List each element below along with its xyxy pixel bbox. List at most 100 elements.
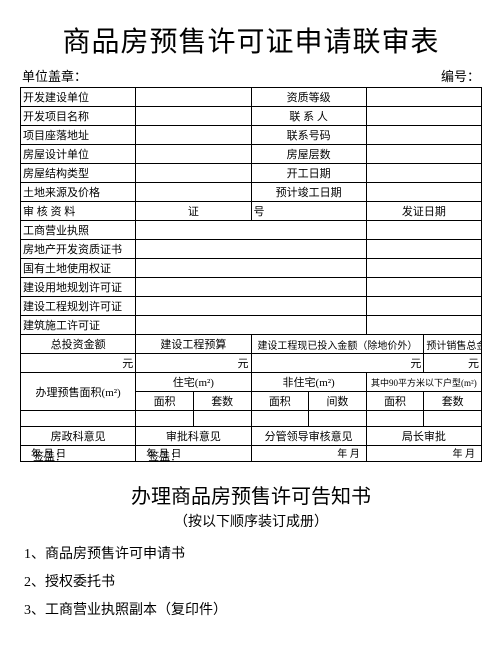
- field-value: [136, 145, 251, 164]
- table-row: 开发建设单位 资质等级: [21, 88, 482, 107]
- field-value: [366, 183, 481, 202]
- table-row: 工商营业执照: [21, 221, 482, 240]
- area-value: [21, 411, 136, 427]
- serial-label: 编号：: [441, 66, 480, 85]
- area-value: [366, 411, 424, 427]
- doc-date: [366, 221, 481, 240]
- application-form: 开发建设单位 资质等级 开发项目名称 联 系 人 项目座落地址 联系号码 房屋设…: [20, 87, 482, 462]
- field-label: 开发项目名称: [21, 107, 136, 126]
- field-value: [366, 126, 481, 145]
- area-subheader: 面积: [136, 392, 194, 411]
- table-row: 房屋结构类型 开工日期: [21, 164, 482, 183]
- table-row: %: [21, 411, 482, 427]
- date-label: 年 月: [453, 446, 476, 461]
- field-label: 开发建设单位: [21, 88, 136, 107]
- invest-value: 元: [251, 354, 424, 373]
- table-row: 开发项目名称 联 系 人: [21, 107, 482, 126]
- table-row: 建设工程规划许可证: [21, 297, 482, 316]
- area-subheader: 间数: [309, 392, 367, 411]
- opinion-header: 审批科意见: [136, 427, 251, 446]
- area-header: 非住宅(m²): [251, 373, 366, 392]
- invest-value: 元: [136, 354, 251, 373]
- field-value: [136, 126, 251, 145]
- table-row: 审 核 资 料 证 号 发证日期: [21, 202, 482, 221]
- doc-label: 工商营业执照: [21, 221, 136, 240]
- field-value: [366, 164, 481, 183]
- area-value: [309, 411, 367, 427]
- notice-subtitle: （按以下顺序装订成册）: [20, 511, 482, 531]
- invest-label: 总投资金额: [21, 335, 136, 354]
- field-label: 资质等级: [251, 88, 366, 107]
- area-value: [251, 411, 309, 427]
- doc-label: 国有土地使用权证: [21, 259, 136, 278]
- table-row: 总投资金额 建设工程预算 建设工程现已投入金额（除地价外） 预计销售总金额: [21, 335, 482, 354]
- field-value: [366, 107, 481, 126]
- table-row: 建筑施工许可证: [21, 316, 482, 335]
- col-header: 号: [251, 202, 366, 221]
- field-label: 项目座落地址: [21, 126, 136, 145]
- table-row: 房屋设计单位 房屋层数: [21, 145, 482, 164]
- notice-title: 办理商品房预售许可告知书: [20, 480, 482, 509]
- table-row: 国有土地使用权证: [21, 259, 482, 278]
- doc-date: [366, 297, 481, 316]
- seal-label: 单位盖章：: [22, 66, 87, 85]
- doc-number: [136, 221, 367, 240]
- field-value: [136, 107, 251, 126]
- invest-value: 元: [424, 354, 482, 373]
- invest-value: 元: [21, 354, 136, 373]
- area-subheader: 面积: [251, 392, 309, 411]
- doc-label: 房地产开发资质证书: [21, 240, 136, 259]
- doc-date: [366, 278, 481, 297]
- col-header: 证: [136, 202, 251, 221]
- field-value: [136, 183, 251, 202]
- col-header: 发证日期: [366, 202, 481, 221]
- doc-number: [136, 316, 367, 335]
- area-subheader: 套数: [193, 392, 251, 411]
- table-row: 建设用地规划许可证: [21, 278, 482, 297]
- opinion-header: 分管领导审核意见: [251, 427, 366, 446]
- doc-label: 建设工程规划许可证: [21, 297, 136, 316]
- opinion-box: 年 月: [366, 446, 481, 462]
- area-value: [136, 411, 194, 427]
- field-label: 预计竣工日期: [251, 183, 366, 202]
- table-row: 元 元 元 元: [21, 354, 482, 373]
- invest-label: 建设工程现已投入金额（除地价外）: [251, 335, 424, 354]
- opinion-box: 签盖： 年 月 日: [21, 446, 136, 462]
- table-row: 签盖： 年 月 日 签盖： 年 月 日 年 月 年 月: [21, 446, 482, 462]
- area-subheader: 面积: [366, 392, 424, 411]
- doc-number: [136, 278, 367, 297]
- area-subheader: 套数: [424, 392, 482, 411]
- table-row: 项目座落地址 联系号码: [21, 126, 482, 145]
- field-label: 开工日期: [251, 164, 366, 183]
- opinion-header: 房政科意见: [21, 427, 136, 446]
- opinion-box: 年 月: [251, 446, 366, 462]
- field-label: 房屋设计单位: [21, 145, 136, 164]
- area-value: [424, 411, 482, 427]
- date-label: 年 月: [337, 446, 360, 461]
- doc-date: [366, 240, 481, 259]
- opinion-box: 签盖： 年 月 日: [136, 446, 251, 462]
- field-value: [366, 88, 481, 107]
- area-label: 办理预售面积(m²): [21, 373, 136, 411]
- list-item: 2、授权委托书: [24, 569, 482, 597]
- doc-number: [136, 297, 367, 316]
- field-value: [136, 164, 251, 183]
- invest-label: 建设工程预算: [136, 335, 251, 354]
- doc-number: [136, 240, 367, 259]
- field-value: [136, 88, 251, 107]
- field-label: 土地来源及价格: [21, 183, 136, 202]
- invest-label: 预计销售总金额: [424, 335, 482, 354]
- col-header: 审 核 资 料: [21, 202, 136, 221]
- list-item: 3、工商营业执照副本（复印件）: [24, 597, 482, 625]
- page-title: 商品房预售许可证申请联审表: [20, 20, 482, 60]
- doc-label: 建筑施工许可证: [21, 316, 136, 335]
- date-label: 年 月 日: [31, 446, 66, 461]
- table-row: 土地来源及价格 预计竣工日期: [21, 183, 482, 202]
- doc-date: [366, 259, 481, 278]
- field-label: 联系号码: [251, 126, 366, 145]
- area-value: [193, 411, 251, 427]
- doc-date: [366, 316, 481, 335]
- field-label: 房屋结构类型: [21, 164, 136, 183]
- field-label: 联 系 人: [251, 107, 366, 126]
- opinion-header: 局长审批: [366, 427, 481, 446]
